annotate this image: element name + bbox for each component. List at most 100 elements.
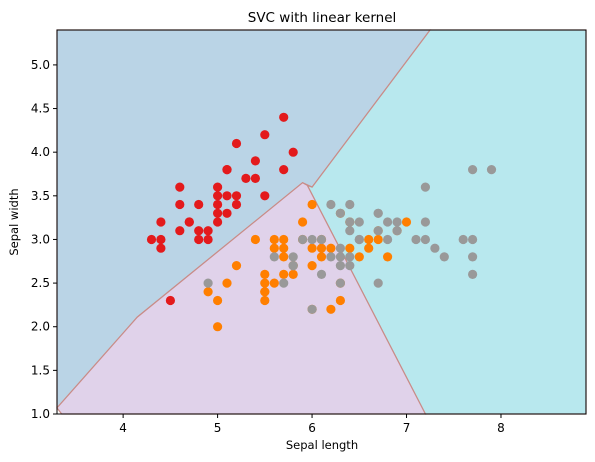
data-point-class-3 [345, 217, 355, 227]
data-point-class-3 [468, 252, 478, 262]
data-point-class-1 [279, 165, 289, 175]
data-point-class-1 [288, 147, 298, 157]
data-point-class-2 [373, 234, 383, 245]
data-point-class-2 [231, 261, 242, 271]
data-point-class-3 [298, 234, 308, 245]
x-axis-label: Sepal length [286, 438, 358, 452]
data-point-class-3 [373, 278, 383, 288]
x-tick-label: 5 [214, 421, 222, 435]
data-point-class-3 [486, 165, 497, 175]
data-point-class-2 [401, 217, 412, 227]
data-point-class-3 [468, 269, 478, 279]
data-point-class-3 [307, 234, 317, 245]
data-point-class-2 [364, 243, 374, 253]
x-tick-label: 8 [497, 421, 505, 435]
data-point-class-1 [184, 217, 194, 227]
data-point-class-3 [430, 243, 440, 253]
data-point-class-3 [411, 234, 421, 245]
data-point-class-1 [156, 243, 166, 253]
y-tick-label: 4.0 [31, 145, 50, 159]
data-point-class-3 [345, 252, 355, 262]
data-point-class-2 [213, 295, 223, 306]
data-point-class-3 [326, 199, 336, 210]
data-point-class-3 [288, 261, 298, 271]
data-point-class-2 [326, 304, 336, 314]
data-point-class-3 [335, 278, 345, 288]
data-point-class-1 [260, 191, 270, 201]
data-points [146, 112, 497, 332]
data-point-class-2 [279, 243, 289, 253]
data-point-class-2 [298, 217, 308, 227]
data-point-class-2 [307, 199, 317, 210]
data-point-class-1 [156, 217, 166, 227]
data-point-class-1 [165, 295, 175, 306]
y-tick-label: 3.5 [31, 189, 50, 203]
data-point-class-3 [335, 208, 345, 218]
data-point-class-2 [354, 252, 364, 262]
data-point-class-1 [241, 173, 251, 183]
data-point-class-3 [383, 234, 393, 245]
data-point-class-2 [213, 322, 223, 332]
data-point-class-2 [269, 234, 279, 245]
y-tick-label: 3.0 [31, 232, 50, 246]
data-point-class-2 [288, 269, 298, 279]
data-point-class-3 [335, 243, 345, 253]
data-point-class-3 [203, 278, 213, 288]
data-point-class-3 [335, 261, 345, 271]
data-point-class-1 [146, 234, 157, 245]
data-point-class-2 [335, 295, 345, 306]
data-point-class-3 [458, 234, 468, 245]
data-point-class-1 [175, 182, 185, 192]
data-point-class-3 [345, 199, 355, 210]
data-point-class-1 [194, 234, 204, 245]
data-point-class-3 [269, 252, 279, 262]
data-point-class-2 [345, 243, 355, 253]
data-point-class-3 [468, 234, 478, 245]
data-point-class-3 [345, 226, 355, 236]
data-point-class-2 [222, 278, 232, 288]
data-point-class-1 [231, 138, 242, 149]
data-point-class-1 [222, 191, 232, 201]
data-point-class-1 [231, 191, 242, 201]
data-point-class-2 [250, 234, 260, 245]
chart-title: SVC with linear kernel [248, 10, 397, 26]
data-point-class-3 [345, 261, 355, 271]
data-point-class-3 [420, 234, 430, 245]
data-point-class-1 [213, 191, 223, 201]
data-point-class-2 [269, 243, 279, 253]
data-point-class-3 [279, 278, 289, 288]
data-point-class-3 [392, 226, 402, 236]
data-point-class-2 [260, 295, 270, 306]
data-point-class-1 [213, 217, 223, 227]
data-point-class-2 [279, 252, 289, 262]
data-point-class-1 [203, 226, 213, 236]
data-point-class-3 [326, 252, 336, 262]
data-point-class-3 [468, 165, 478, 175]
x-tick-label: 6 [308, 421, 316, 435]
data-point-class-3 [392, 217, 402, 227]
data-point-class-1 [222, 165, 232, 175]
data-point-class-2 [364, 234, 374, 245]
data-point-class-3 [354, 217, 364, 227]
data-point-class-2 [260, 269, 270, 279]
data-point-class-1 [175, 226, 185, 236]
data-point-class-1 [175, 199, 185, 210]
data-point-class-2 [279, 269, 289, 279]
y-tick-label: 1.5 [31, 363, 50, 377]
data-point-class-1 [250, 156, 260, 166]
data-point-class-1 [194, 226, 204, 236]
data-point-class-2 [203, 287, 213, 297]
y-axis: 1.0 1.5 2.0 2.5 3.0 3.5 4.0 4.5 5.0 [31, 58, 57, 421]
data-point-class-3 [439, 252, 449, 262]
data-point-class-2 [279, 234, 289, 245]
y-tick-label: 2.0 [31, 320, 50, 334]
data-point-class-2 [269, 278, 279, 288]
data-point-class-1 [213, 208, 223, 218]
data-point-class-3 [288, 252, 298, 262]
data-point-class-3 [420, 182, 430, 192]
data-point-class-3 [373, 226, 383, 236]
plot-frame [56, 29, 587, 415]
data-point-class-1 [260, 130, 270, 140]
data-point-class-2 [326, 243, 336, 253]
